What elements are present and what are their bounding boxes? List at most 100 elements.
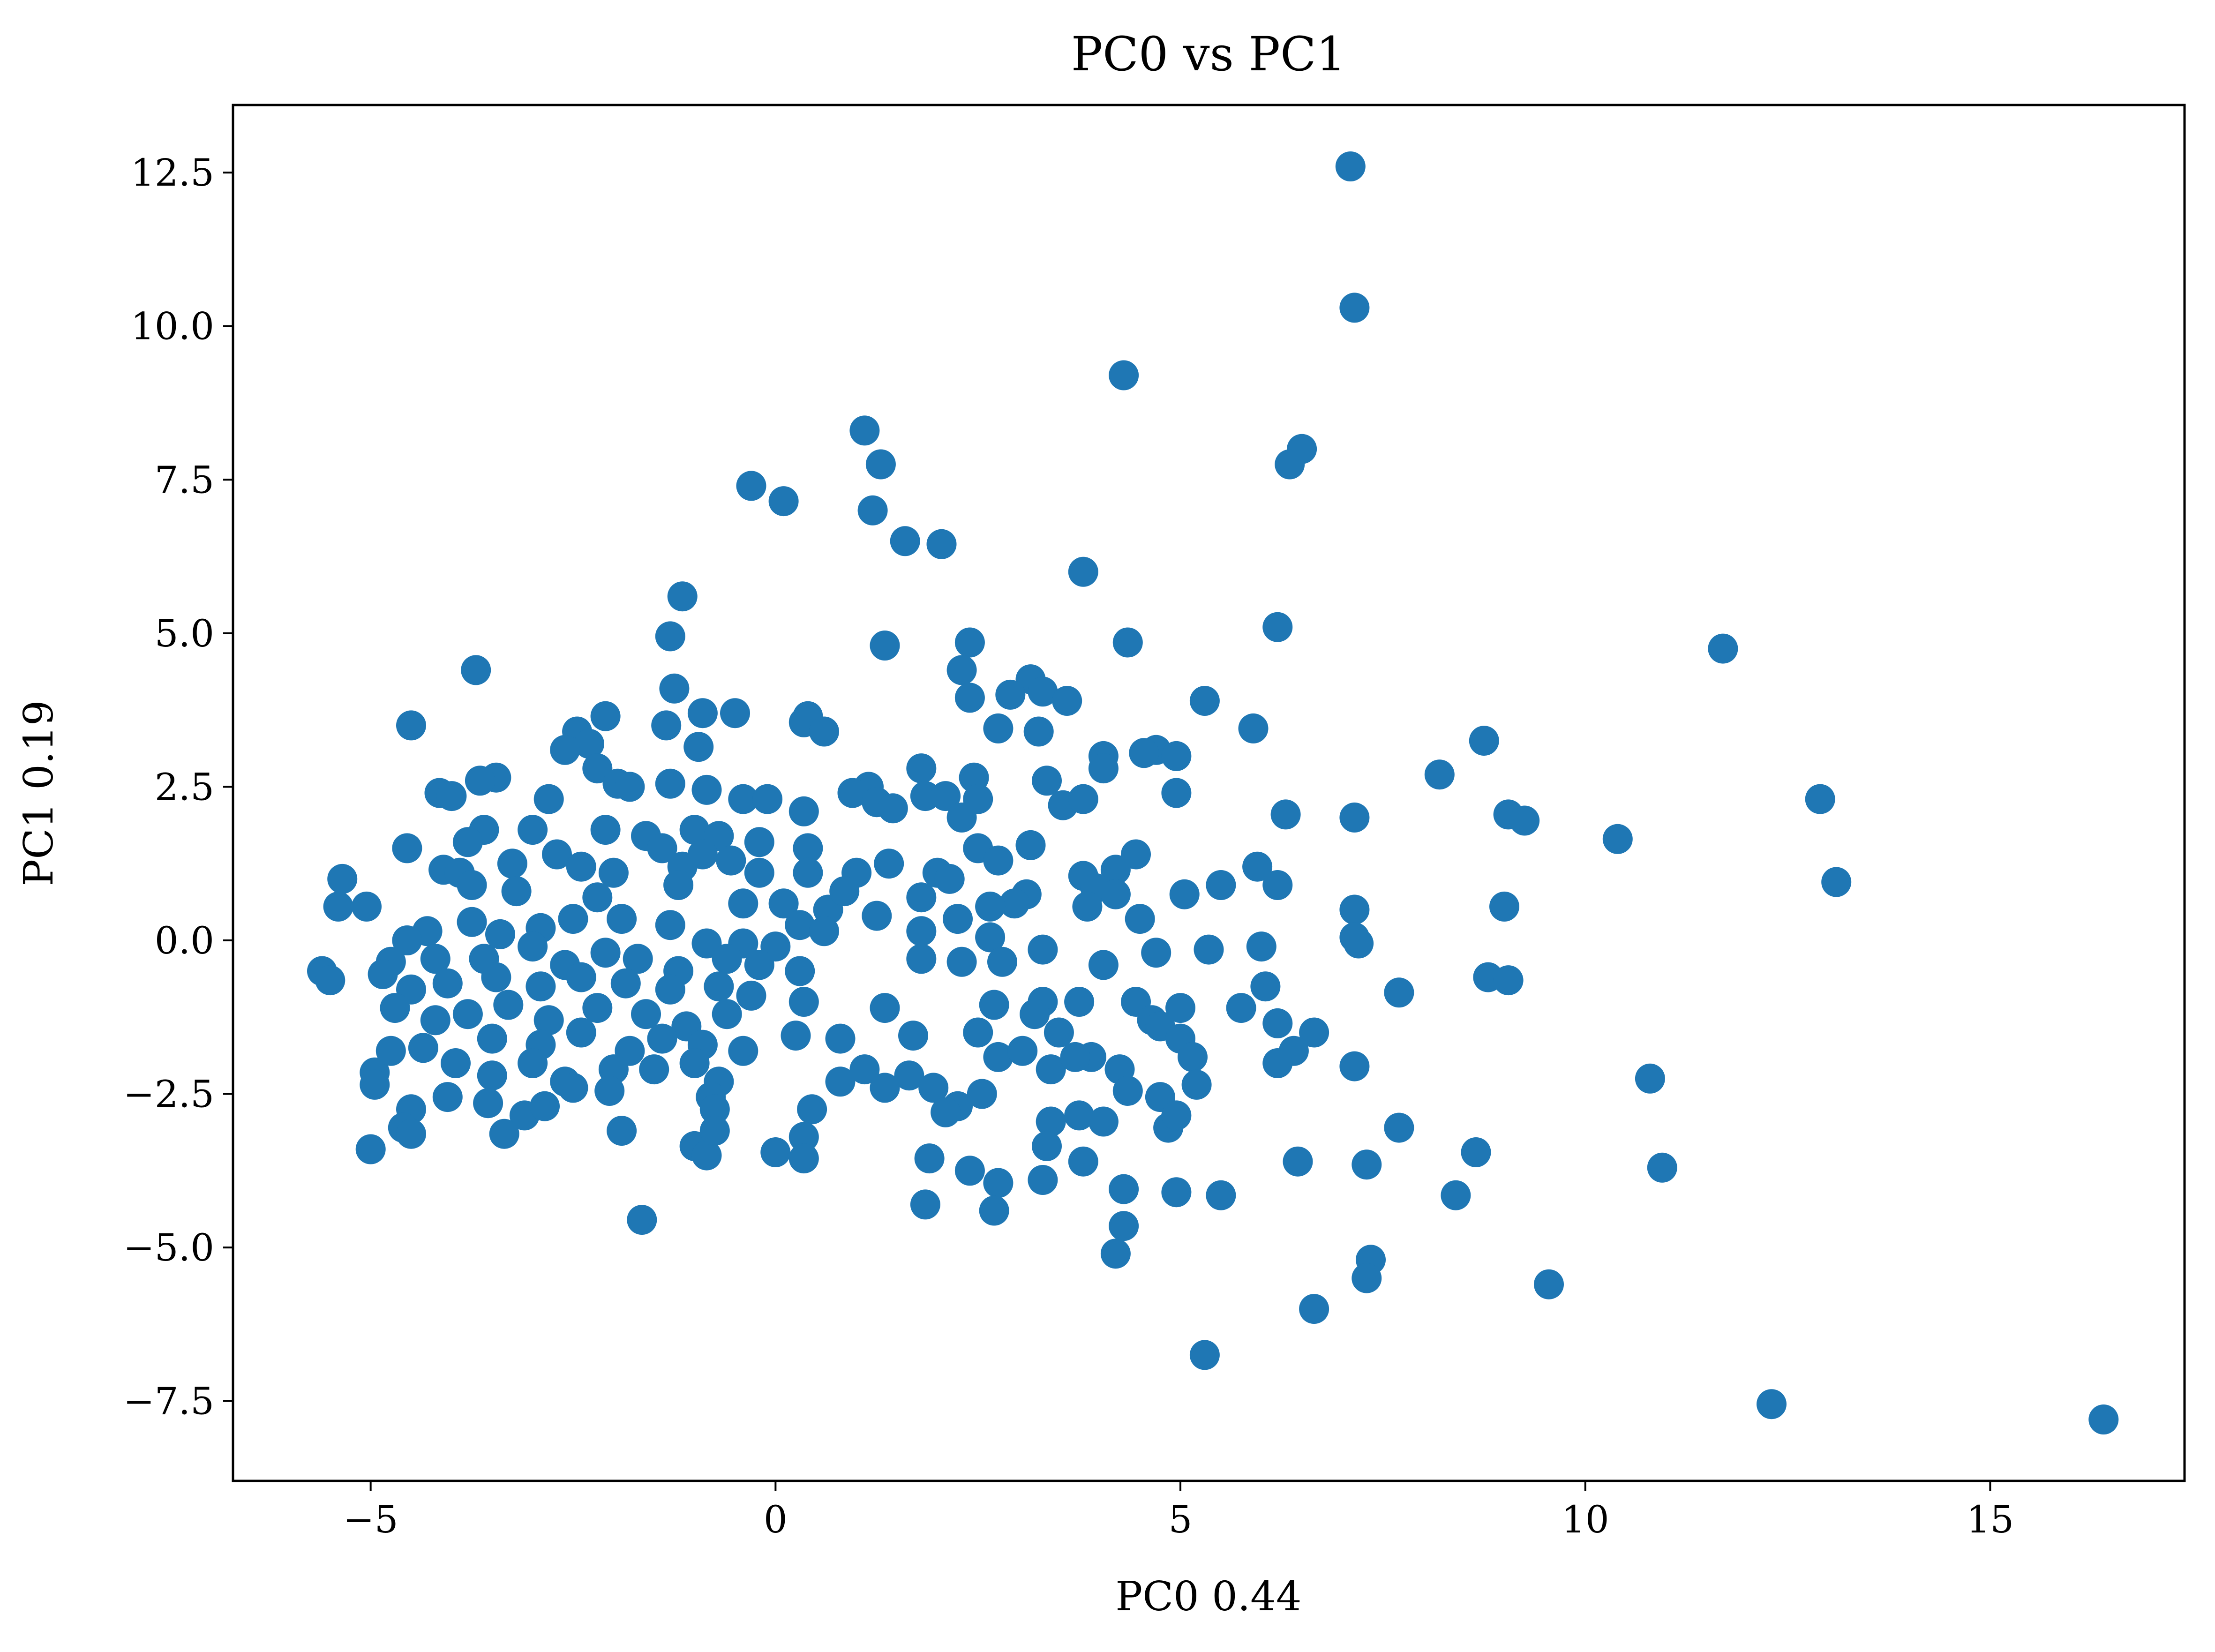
scatter-point (1181, 1069, 1212, 1100)
scatter-point (1469, 726, 1499, 756)
scatter-point (1262, 1008, 1293, 1038)
scatter-point (639, 1054, 669, 1085)
scatter-point (1635, 1063, 1665, 1094)
scatter-point (1165, 993, 1195, 1023)
plot-marks (307, 151, 2119, 1434)
scatter-point (1424, 759, 1455, 790)
scatter-point (931, 1097, 961, 1127)
scatter-point (679, 815, 710, 845)
scatter-point (679, 1048, 710, 1078)
scatter-point (934, 864, 965, 894)
scatter-point (1032, 766, 1062, 796)
scatter-point (760, 1137, 791, 1167)
scatter-point (485, 919, 515, 949)
scatter-point (793, 833, 823, 864)
scatter-point (874, 849, 904, 879)
scatter-point (481, 962, 511, 992)
scatter-point (1250, 971, 1281, 1002)
scatter-point (323, 891, 353, 922)
scatter-point (918, 1073, 949, 1103)
scatter-point (1489, 891, 1519, 922)
scatter-point (493, 990, 524, 1020)
scatter-point (1068, 556, 1098, 587)
scatter-point (631, 999, 661, 1029)
scatter-point (1805, 784, 1835, 814)
scatter-point (975, 891, 1006, 922)
scatter-point (1044, 1017, 1074, 1048)
scatter-point (1206, 870, 1236, 900)
scatter-point (983, 1042, 1014, 1072)
scatter-point (473, 1088, 503, 1119)
scatter-point (736, 471, 766, 501)
scatter-point (1178, 1042, 1208, 1072)
scatter-point (392, 833, 422, 864)
scatter-point (1088, 1106, 1119, 1137)
scatter-point (651, 710, 682, 741)
scatter-point (623, 944, 653, 974)
scatter-point (1023, 716, 1054, 747)
scatter-point (1441, 1180, 1471, 1210)
scatter-point (607, 1116, 637, 1146)
scatter-point (946, 655, 977, 685)
scatter-point (849, 415, 880, 446)
scatter-point (461, 655, 491, 685)
scatter-point (954, 627, 985, 658)
scatter-point (526, 971, 556, 1002)
scatter-point (574, 728, 604, 759)
scatter-point (1262, 1048, 1293, 1078)
scatter-point (420, 944, 451, 974)
scatter-point (1283, 1146, 1313, 1177)
scatter-point (327, 864, 358, 894)
scatter-point (687, 698, 718, 728)
x-tick-label: 5 (1169, 1498, 1193, 1541)
scatter-point (870, 1073, 900, 1103)
scatter-point (837, 778, 868, 808)
scatter-point (946, 946, 977, 977)
scatter-point (1339, 922, 1370, 953)
scatter-point (1384, 1112, 1414, 1143)
scatter-point (788, 1143, 819, 1174)
scatter-point (898, 1021, 928, 1051)
scatter-point (1602, 824, 1633, 854)
scatter-point (910, 1189, 940, 1220)
scatter-point (785, 910, 815, 940)
scatter-point (1015, 830, 1046, 860)
x-tick-label: 15 (1967, 1498, 2014, 1541)
scatter-point (1509, 805, 1540, 836)
scatter-point (550, 735, 580, 765)
scatter-point (931, 781, 961, 811)
scatter-point (1757, 1389, 1787, 1419)
scatter-point (1036, 1106, 1066, 1137)
scatter-point (906, 944, 937, 974)
y-tick-label: 0.0 (155, 919, 214, 962)
scatter-point (1064, 1100, 1095, 1131)
scatter-point (728, 784, 758, 814)
y-tick-label: 10.0 (131, 305, 214, 348)
y-tick-label: −5.0 (123, 1226, 214, 1269)
scatter-point (457, 907, 487, 937)
scatter-point (699, 1094, 730, 1125)
scatter-point (1088, 753, 1119, 784)
scatter-point (647, 833, 677, 864)
scatter-point (744, 950, 774, 980)
scatter-point (983, 1168, 1014, 1198)
scatter-point (1708, 633, 1738, 664)
scatter-point (615, 772, 645, 802)
scatter-point (452, 827, 483, 857)
scatter-point (716, 845, 746, 876)
scatter-point (768, 888, 799, 919)
scatter-point (712, 944, 742, 974)
scatter-point (793, 857, 823, 888)
scatter-point (906, 916, 937, 946)
scatter-point (432, 968, 463, 999)
scatter-point (1206, 1180, 1236, 1210)
y-tick-label: 2.5 (155, 765, 214, 809)
scatter-point (1125, 904, 1155, 934)
x-axis-ticks: −5 0 5 10 15 (343, 1481, 2014, 1541)
scatter-point (542, 839, 572, 870)
scatter-point (1275, 449, 1305, 480)
scatter-point (1064, 987, 1095, 1017)
scatter-point (890, 526, 920, 556)
